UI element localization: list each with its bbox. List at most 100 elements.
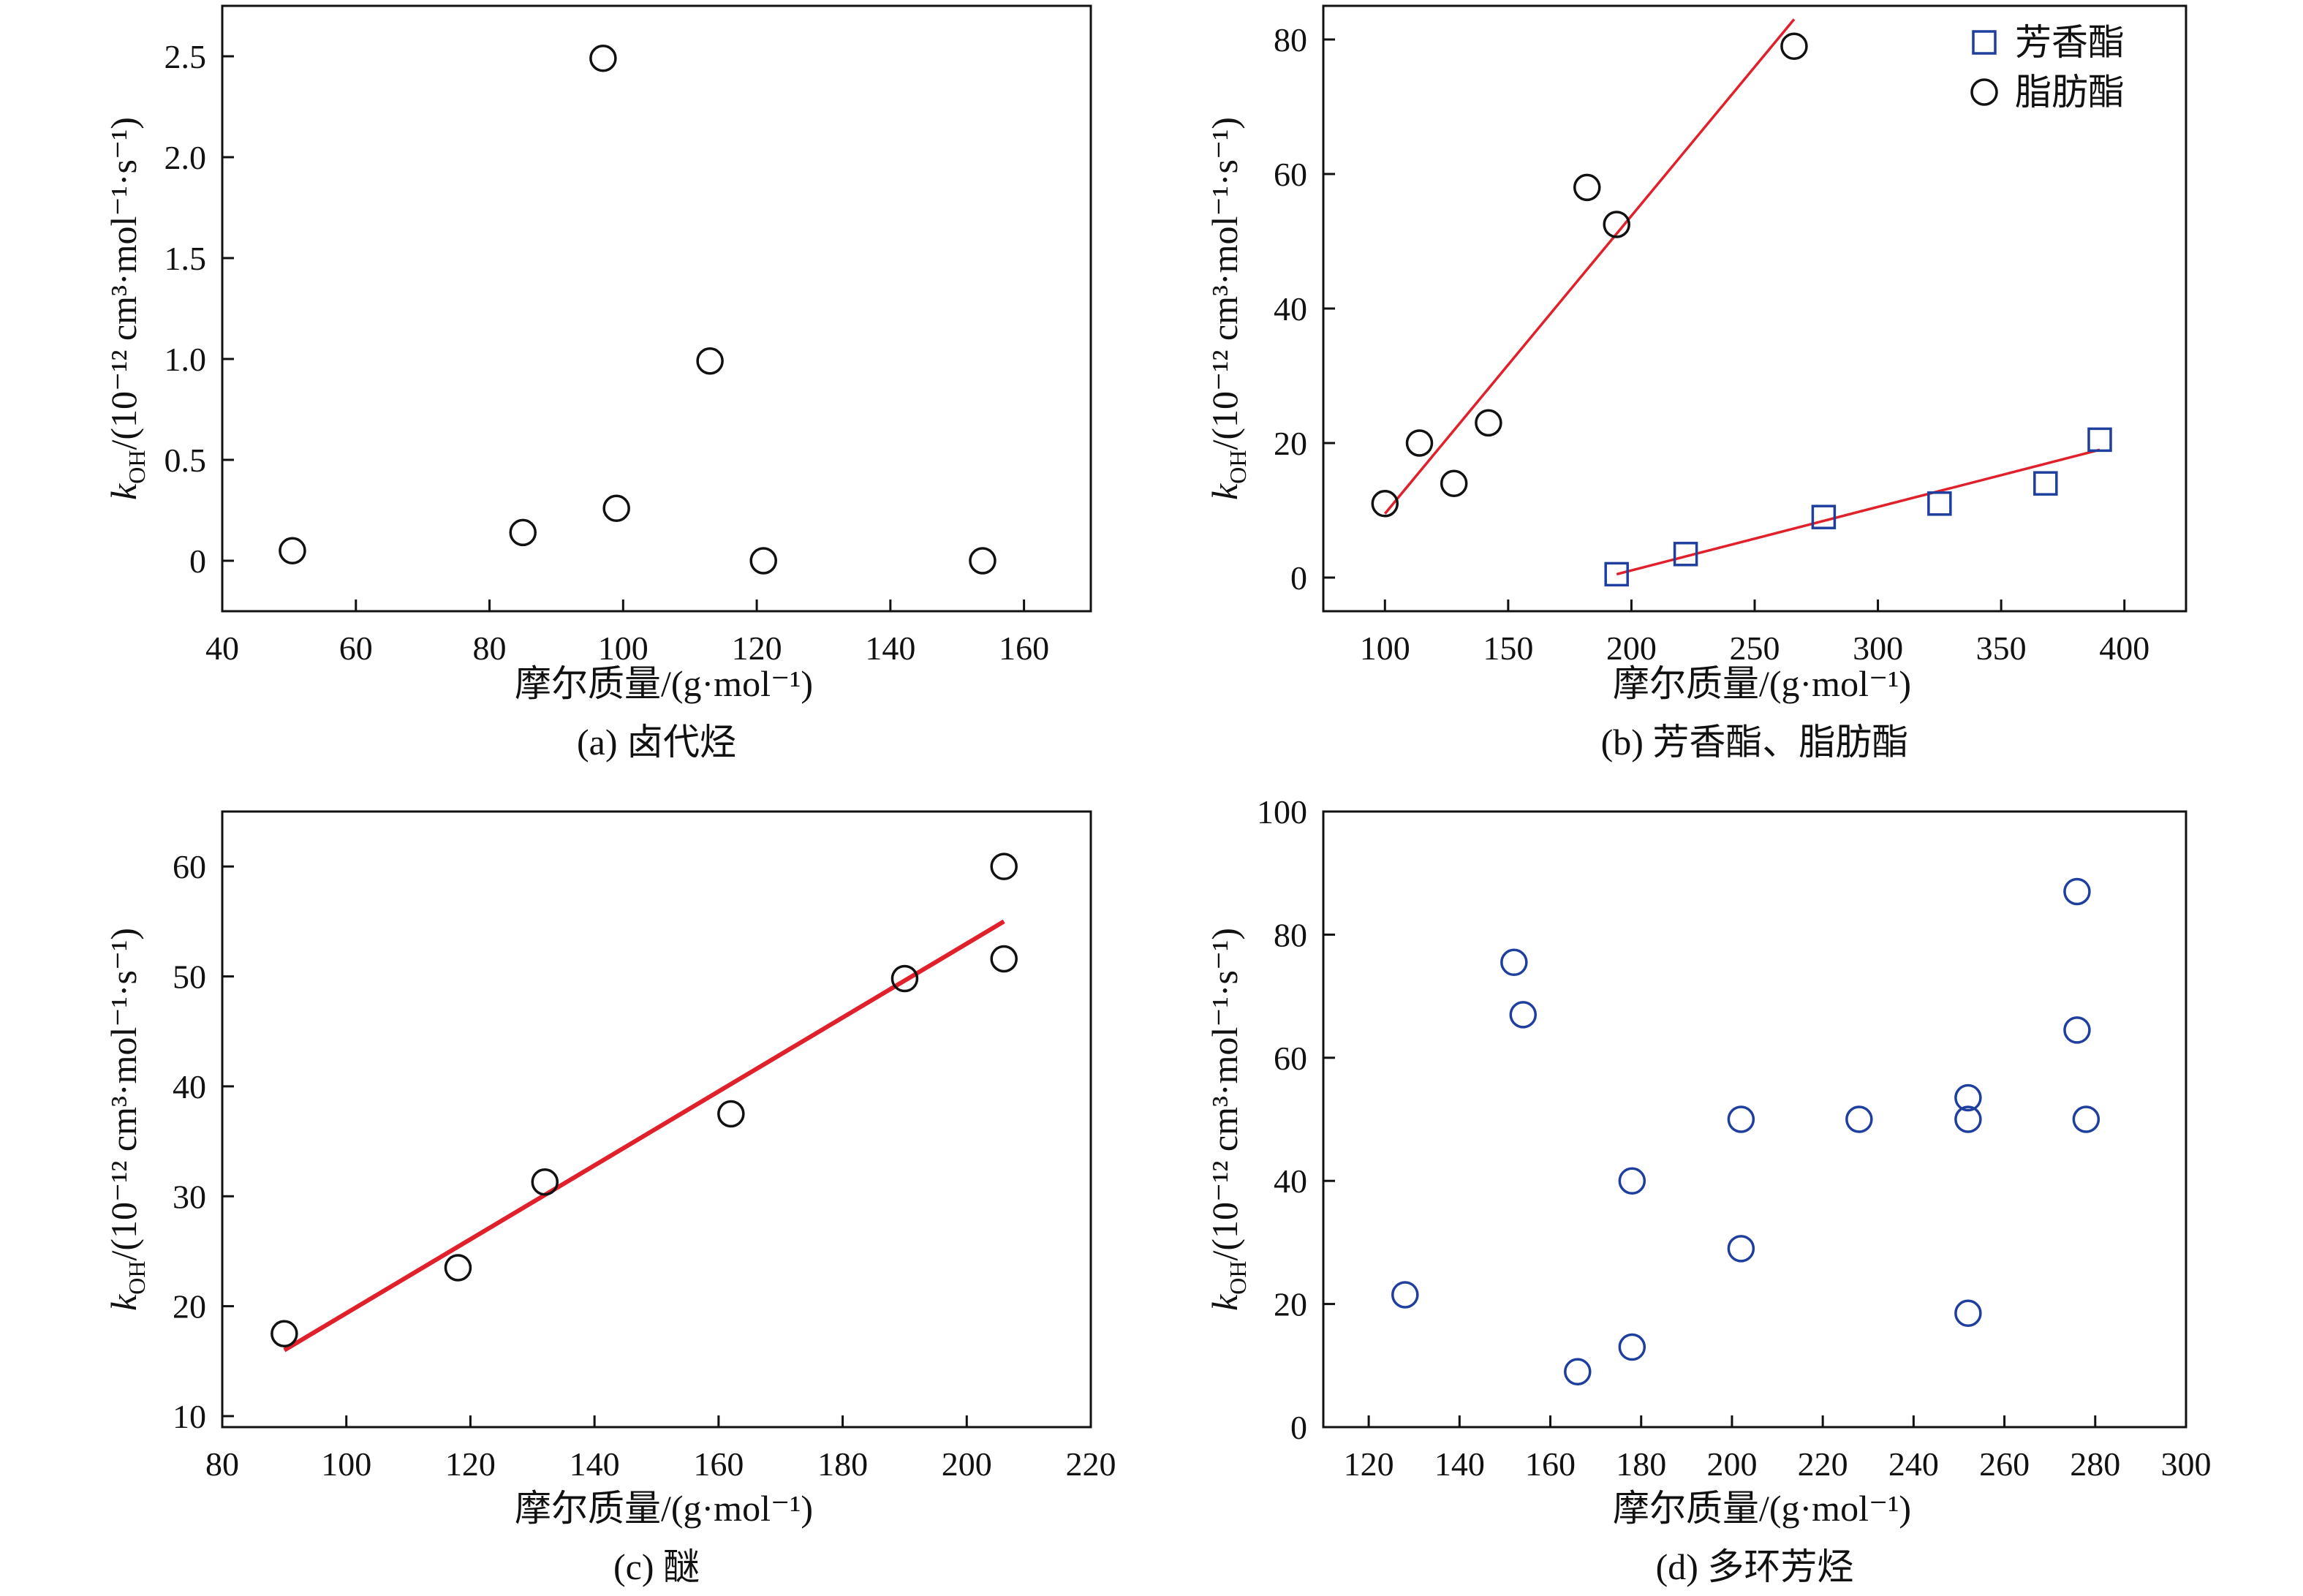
- x-tick-label: 200: [1606, 629, 1657, 667]
- y-axis-label-symbol: k: [103, 483, 144, 500]
- fit-line: [283, 919, 1005, 1353]
- chart-panel-b: 100 150 200 250 300 350 400 0 20 40 60 80 摩尔质量/(g·mo…: [1204, 4, 2187, 763]
- data-point-square: [2087, 427, 2112, 453]
- data-point-square: [1927, 491, 1952, 516]
- x-tick-label: 140: [1434, 1445, 1485, 1483]
- x-tick-label: 100: [1360, 629, 1410, 667]
- x-tick-label: 120: [732, 629, 782, 667]
- y-tick-label: 30: [173, 1178, 206, 1215]
- x-tick-label: 120: [1344, 1445, 1394, 1483]
- panel-caption: (a) 卤代烃: [577, 722, 736, 763]
- data-point-circle: [990, 945, 1018, 973]
- y-tick-label: 2.5: [164, 38, 207, 75]
- data-point-circle: [602, 494, 630, 522]
- data-point-circle: [589, 45, 617, 72]
- data-point-circle: [271, 1320, 298, 1347]
- chart-panel-d: 120 140 160 180 200 220 240 260 280 300 0 20 40 60 80 1…: [1204, 793, 2212, 1587]
- x-tick-label: 180: [817, 1445, 868, 1483]
- data-point-square: [1673, 542, 1698, 567]
- y-axis-label-symbol: k: [103, 1294, 144, 1311]
- y-tick-label: 80: [1274, 21, 1307, 58]
- x-tick-label: 40: [205, 629, 239, 667]
- y-axis-label-subscript: OH: [1225, 450, 1251, 484]
- data-point-circle: [509, 518, 537, 547]
- y-tick-label: 20: [173, 1288, 206, 1325]
- x-tick-label: 200: [1706, 1445, 1757, 1483]
- fit-line: [1383, 18, 1796, 515]
- data-point-circle: [990, 852, 1018, 880]
- x-tick-label: 80: [473, 629, 507, 667]
- plot-frame: [221, 810, 1092, 1429]
- y-axis-label-units: /(10⁻¹² cm³·mol⁻¹·s⁻¹): [103, 117, 144, 450]
- data-point-circle: [444, 1254, 472, 1282]
- legend-label: 芳香酯: [2015, 22, 2125, 63]
- panel-caption: (b) 芳香酯、脂肪酯: [1601, 722, 1909, 763]
- y-tick-label: 2.0: [164, 139, 207, 176]
- x-tick-label: 220: [1798, 1445, 1848, 1483]
- x-tick-label: 300: [2161, 1445, 2212, 1483]
- data-point-circle: [2072, 1105, 2100, 1133]
- x-tick-label: 220: [1066, 1445, 1116, 1483]
- data-point-circle: [696, 347, 724, 375]
- y-tick-label: 10: [173, 1398, 206, 1435]
- x-tick-label: 160: [1525, 1445, 1576, 1483]
- data-point-square: [2033, 471, 2058, 496]
- x-axis-label: 摩尔质量/(g·mol⁻¹): [515, 1488, 813, 1529]
- data-point-circle: [1727, 1235, 1755, 1263]
- chart-panel-a: 40 60 80 100 120 140 160 0 0.5 1.0 1.5 2.0 2.5 摩尔质量/(…: [103, 4, 1092, 763]
- x-axis-label: 摩尔质量/(g·mol⁻¹): [1613, 1488, 1911, 1529]
- data-point-circle: [1440, 469, 1468, 497]
- data-point-circle: [1564, 1358, 1592, 1385]
- data-point-circle: [2063, 1016, 2091, 1044]
- y-axis-label-units: /(10⁻¹² cm³·mol⁻¹·s⁻¹): [103, 928, 144, 1260]
- y-axis-label-symbol: k: [1204, 1294, 1245, 1311]
- data-point-circle: [279, 537, 306, 564]
- legend-marker-circle: [1970, 78, 1998, 106]
- data-point-circle: [1603, 211, 1630, 238]
- data-point-circle: [531, 1168, 559, 1196]
- x-axis-label: 摩尔质量/(g·mol⁻¹): [1613, 663, 1911, 704]
- y-axis-label-symbol: k: [1204, 483, 1245, 500]
- x-tick-label: 60: [339, 629, 373, 667]
- y-tick-label: 1.0: [164, 341, 207, 378]
- fit-line: [1616, 448, 2100, 576]
- y-axis-label-subscript: OH: [124, 1261, 150, 1295]
- data-point-circle: [890, 964, 919, 993]
- x-tick-label: 140: [865, 629, 915, 667]
- legend-label: 脂肪酯: [2015, 72, 2125, 113]
- x-tick-label: 100: [598, 629, 648, 667]
- data-point-circle: [1509, 1001, 1538, 1029]
- x-tick-label: 300: [1853, 629, 1903, 667]
- data-point-circle: [1954, 1083, 1982, 1112]
- data-point-circle: [1845, 1105, 1873, 1133]
- y-axis-label-units: /(10⁻¹² cm³·mol⁻¹·s⁻¹): [1204, 117, 1245, 450]
- x-tick-label: 250: [1730, 629, 1780, 667]
- y-tick-label: 40: [1274, 1162, 1307, 1200]
- y-tick-label: 20: [1274, 1286, 1307, 1323]
- data-point-circle: [969, 547, 997, 575]
- x-tick-label: 180: [1616, 1445, 1666, 1483]
- data-point-circle: [717, 1100, 745, 1128]
- x-tick-label: 200: [942, 1445, 992, 1483]
- panel-caption: (c) 醚: [613, 1546, 700, 1587]
- y-axis-label-subscript: OH: [1225, 1261, 1251, 1295]
- y-tick-label: 60: [173, 848, 206, 885]
- data-point-circle: [749, 547, 777, 575]
- data-point-circle: [1618, 1333, 1646, 1361]
- y-tick-label: 20: [1274, 425, 1307, 462]
- y-axis-label: kOH/(10⁻¹² cm³·mol⁻¹·s⁻¹): [103, 117, 150, 500]
- x-tick-label: 260: [1979, 1445, 2030, 1483]
- y-tick-label: 50: [173, 958, 206, 996]
- y-tick-label: 60: [1274, 156, 1307, 193]
- y-tick-label: 0: [1290, 1409, 1307, 1446]
- y-tick-label: 0: [1290, 559, 1307, 597]
- y-axis-label-units: /(10⁻¹² cm³·mol⁻¹·s⁻¹): [1204, 928, 1245, 1260]
- data-point-circle: [1573, 173, 1601, 202]
- data-point-circle: [1475, 409, 1502, 437]
- data-point-circle: [2063, 877, 2091, 906]
- data-point-circle: [1780, 32, 1808, 60]
- y-tick-label: 1.5: [164, 240, 207, 277]
- y-axis-label: kOH/(10⁻¹² cm³·mol⁻¹·s⁻¹): [1204, 928, 1251, 1311]
- data-point-square: [1811, 504, 1837, 529]
